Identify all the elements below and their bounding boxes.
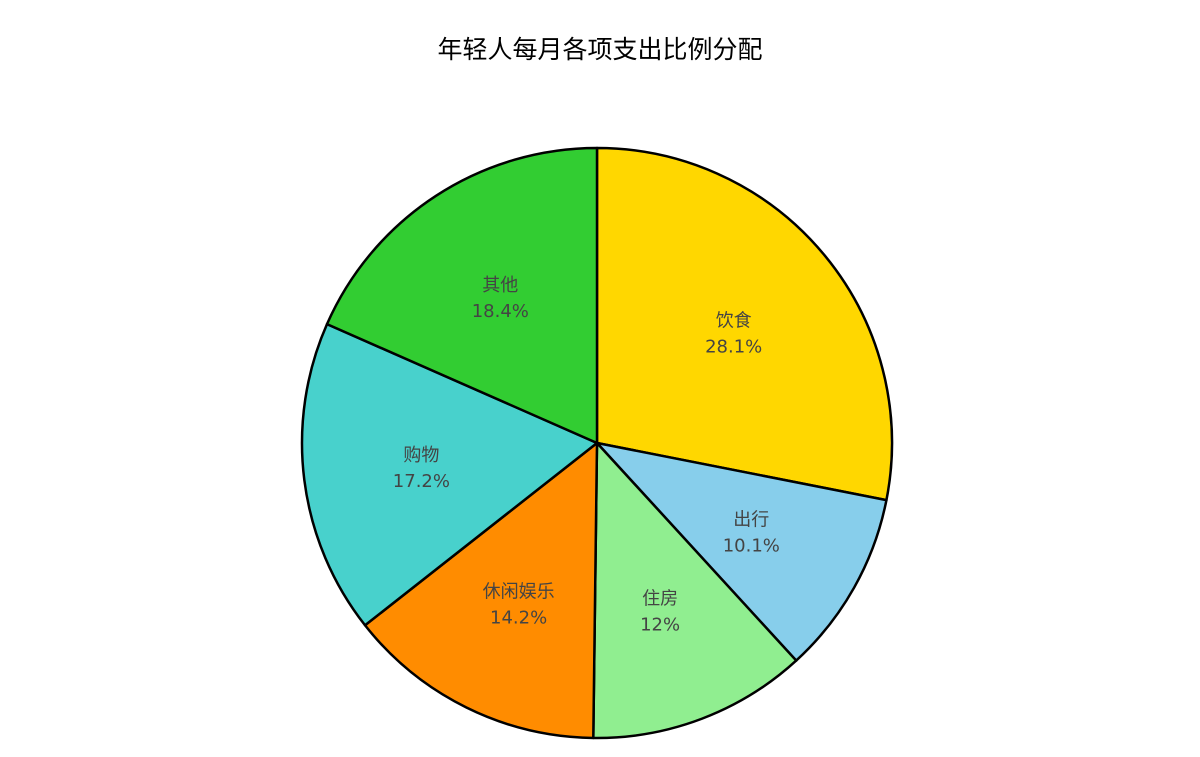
pie-slice-0 xyxy=(595,146,894,502)
slice-percent-4: 17.2% xyxy=(393,471,450,492)
pie-slice-3 xyxy=(363,441,599,740)
pie-slices xyxy=(300,146,894,740)
pie-labels: 饮食 28.1% 出行 10.1% 住房 12% 休闲娱乐 14.2% 购物 17.2% 其他 18.… xyxy=(393,275,780,636)
slice-percent-1: 10.1% xyxy=(723,536,780,557)
slice-label-4: 购物 xyxy=(403,445,439,466)
slice-label-1: 出行 xyxy=(733,510,769,531)
pie-slice-1 xyxy=(595,441,888,662)
pie-slice-2 xyxy=(592,441,798,740)
slice-label-3: 休闲娱乐 xyxy=(483,582,555,603)
chart-title: 年轻人每月各项支出比例分配 xyxy=(437,35,763,64)
slice-percent-0: 28.1% xyxy=(705,337,762,358)
slice-percent-5: 18.4% xyxy=(472,301,529,322)
slice-label-5: 其他 xyxy=(482,275,518,296)
pie-slice-5 xyxy=(325,146,599,445)
slice-percent-2: 12% xyxy=(640,614,680,635)
slice-percent-3: 14.2% xyxy=(490,608,547,629)
slice-label-2: 住房 xyxy=(642,588,678,609)
pie-slice-4 xyxy=(300,322,599,627)
slice-label-0: 饮食 xyxy=(716,311,752,332)
